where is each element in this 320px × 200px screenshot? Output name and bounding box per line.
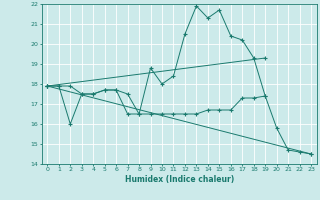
X-axis label: Humidex (Indice chaleur): Humidex (Indice chaleur) — [124, 175, 234, 184]
